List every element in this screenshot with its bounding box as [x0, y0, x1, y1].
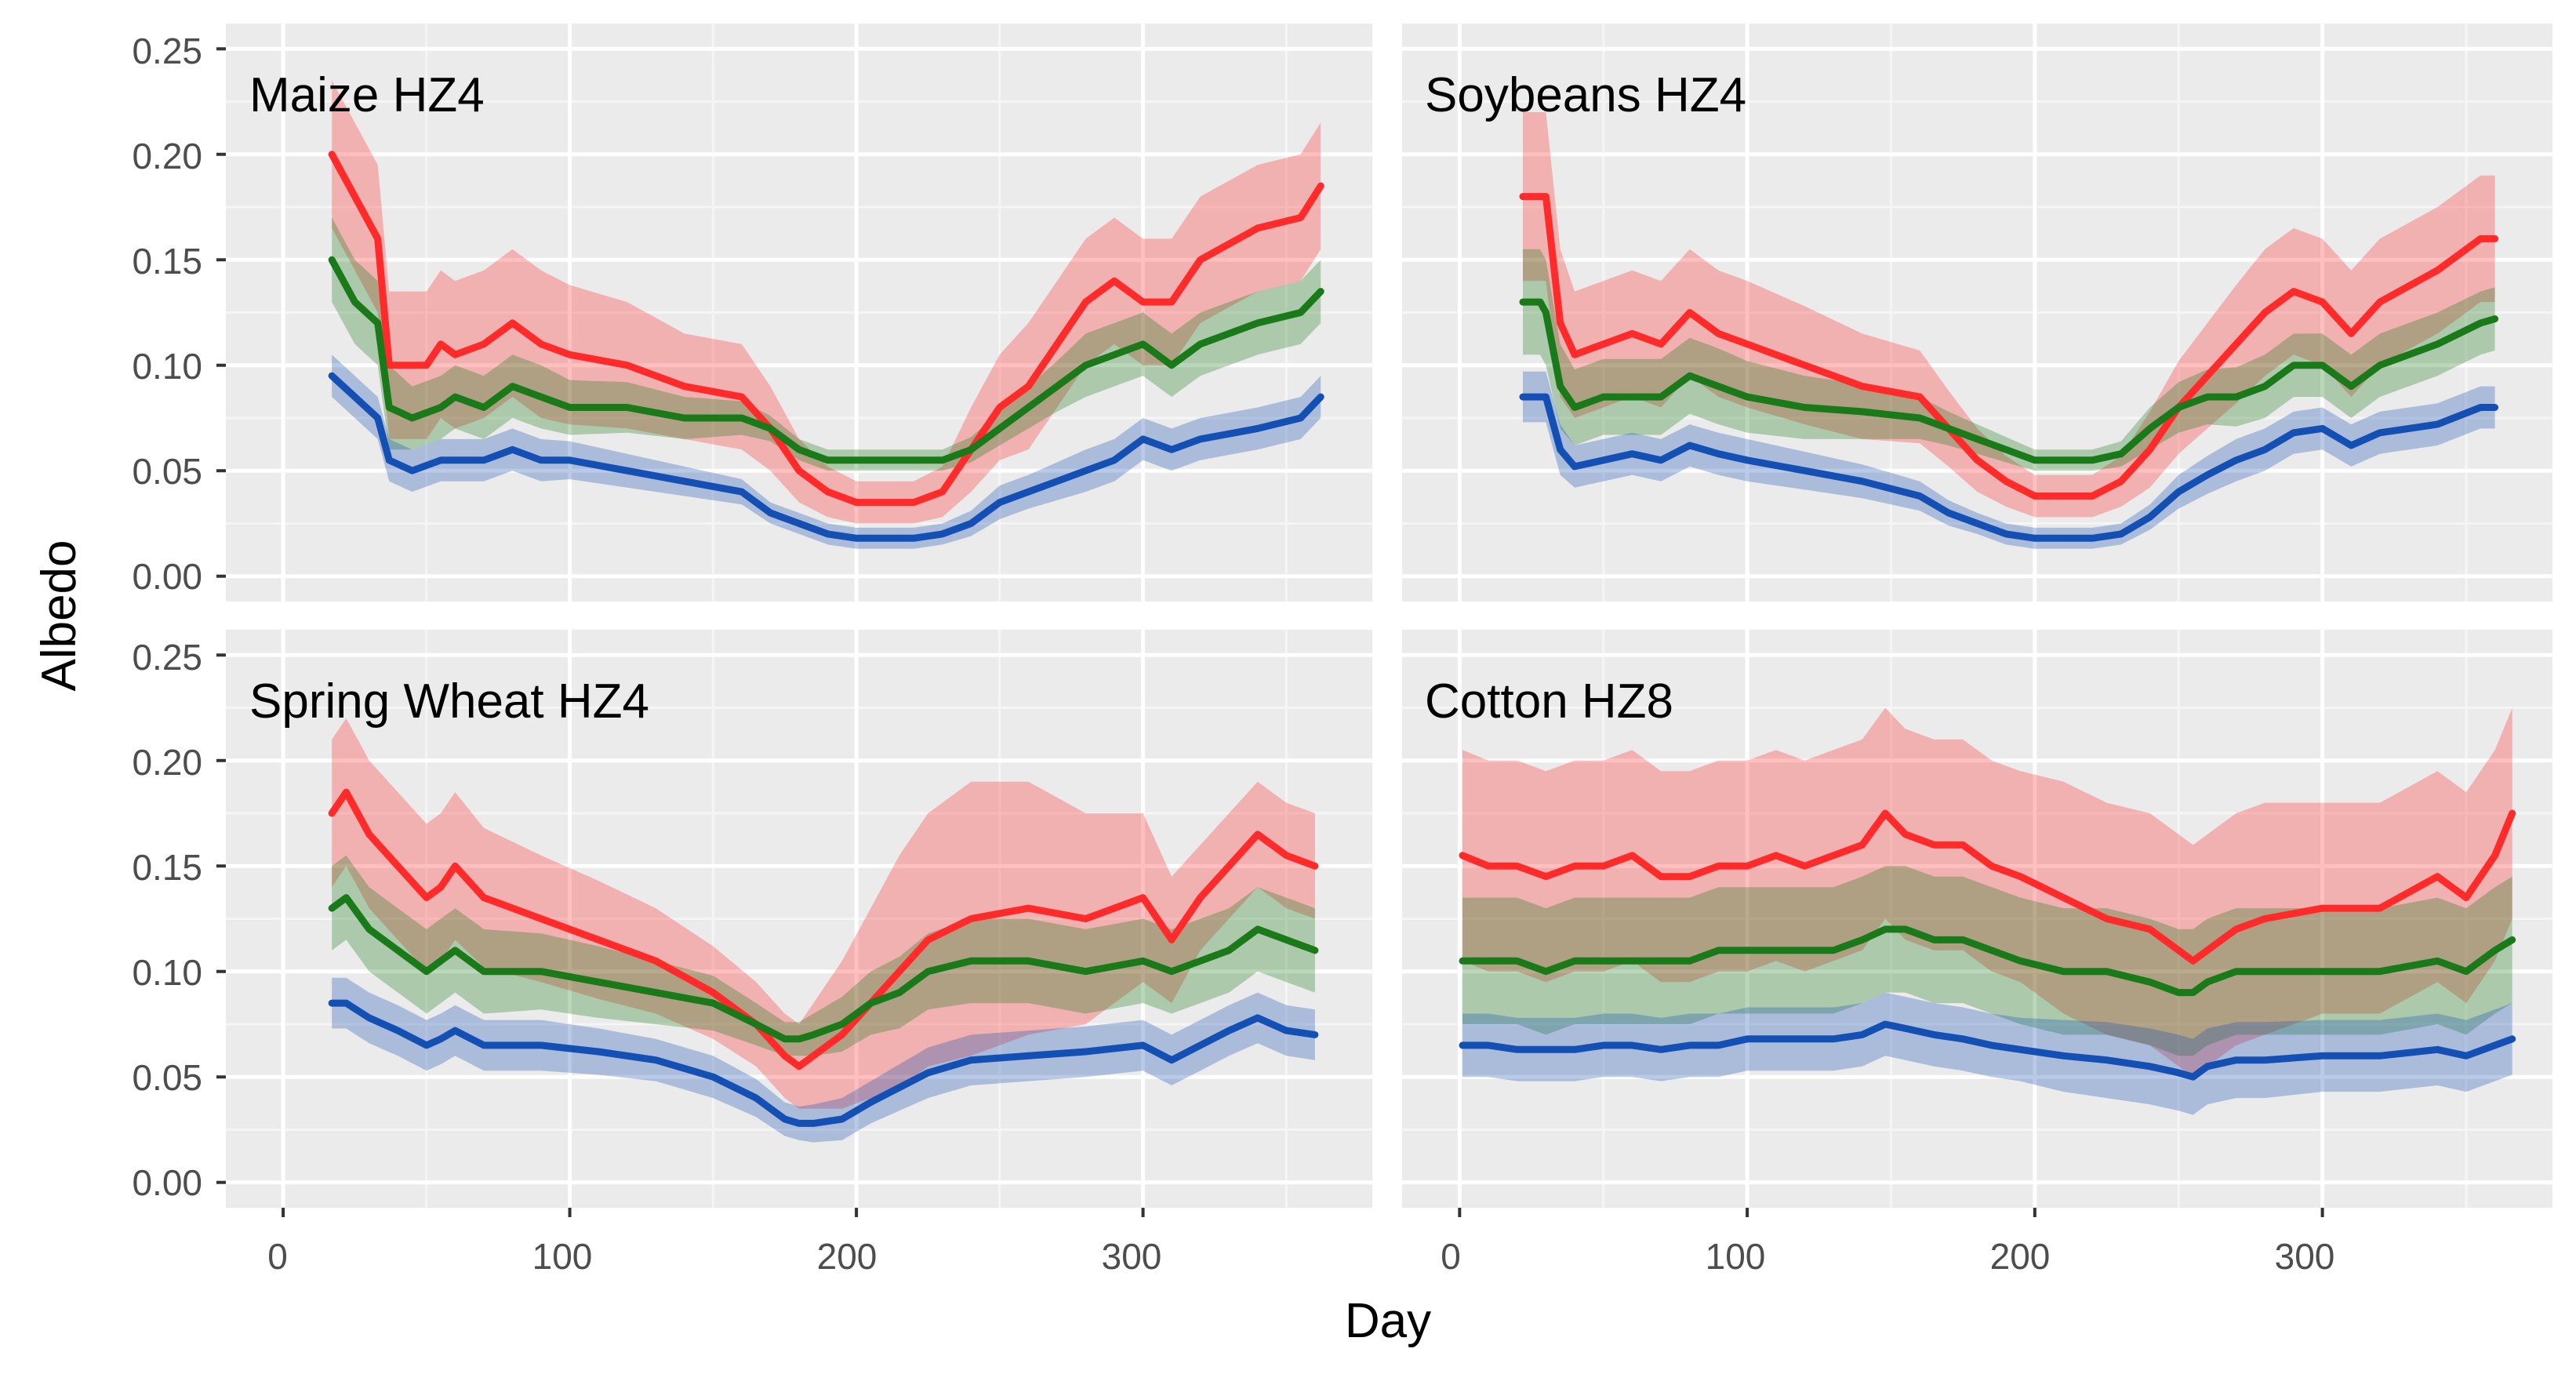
y-tick-label: 0.00 — [132, 1162, 202, 1203]
y-tick-label: 0.25 — [132, 31, 202, 71]
series-line-green — [328, 256, 1324, 464]
panel-data — [1519, 112, 2499, 549]
band-red — [332, 718, 1315, 1109]
y-axis-labels-top: 0.00 0.05 0.10 0.15 0.20 0.25 — [132, 31, 202, 597]
series-line-red — [328, 788, 1319, 1070]
band-blue — [1462, 992, 2512, 1115]
x-tick-label: 0 — [1441, 1236, 1461, 1277]
y-tick-label: 0.20 — [132, 136, 202, 176]
x-tick-label: 100 — [532, 1236, 593, 1277]
y-tick-label: 0.15 — [132, 241, 202, 282]
x-axis-labels-left: 0 100 200 300 — [267, 1236, 1161, 1277]
y-tick-label: 0.10 — [132, 952, 202, 993]
series-line-blue — [1519, 393, 2499, 542]
panel-title-maize: Maize HZ4 — [249, 68, 485, 122]
band-green — [1462, 866, 2512, 1056]
x-axis-title: Day — [1345, 1294, 1431, 1348]
y-tick-label: 0.05 — [132, 451, 202, 492]
panel-cotton — [1402, 630, 2552, 1217]
panel-data — [1459, 707, 2516, 1115]
series-line-red — [1519, 193, 2499, 500]
y-tick-label: 0.10 — [132, 346, 202, 387]
panel-data — [328, 718, 1319, 1143]
y-tick-label: 0.15 — [132, 847, 202, 888]
y-tick-label: 0.05 — [132, 1057, 202, 1098]
band-red — [332, 80, 1321, 524]
x-tick-label: 0 — [267, 1236, 288, 1277]
panel-title-spring-wheat: Spring Wheat HZ4 — [249, 674, 649, 729]
panel-maize — [216, 24, 1372, 602]
band-red — [1523, 112, 2495, 518]
panel-spring-wheat — [216, 630, 1372, 1217]
panel-data — [328, 80, 1324, 549]
x-tick-label: 300 — [1102, 1236, 1162, 1277]
y-axis-title: Albedo — [32, 540, 86, 691]
band-red — [1462, 707, 2512, 1078]
x-tick-label: 200 — [817, 1236, 877, 1277]
series-line-blue — [328, 999, 1319, 1127]
x-tick-label: 200 — [1990, 1236, 2051, 1277]
panel-title-cotton: Cotton HZ8 — [1425, 674, 1673, 729]
band-green — [332, 855, 1315, 1056]
band-blue — [1523, 371, 2495, 549]
x-axis-labels-right: 0 100 200 300 — [1441, 1236, 2334, 1277]
y-tick-label: 0.25 — [132, 637, 202, 678]
series-line-green — [1519, 298, 2499, 464]
band-green — [1523, 249, 2495, 471]
series-line-green — [328, 894, 1319, 1043]
panel-title-soybeans: Soybeans HZ4 — [1425, 68, 1746, 122]
x-tick-label: 300 — [2275, 1236, 2335, 1277]
y-tick-label: 0.20 — [132, 742, 202, 783]
panel-soybeans — [1402, 24, 2552, 602]
x-tick-label: 100 — [1706, 1236, 1766, 1277]
band-blue — [332, 977, 1315, 1143]
y-tick-label: 0.00 — [132, 556, 202, 597]
series-line-blue — [328, 372, 1324, 542]
y-axis-labels-bottom: 0.00 0.05 0.10 0.15 0.20 0.25 — [132, 637, 202, 1203]
panels-layer — [216, 24, 2552, 1217]
